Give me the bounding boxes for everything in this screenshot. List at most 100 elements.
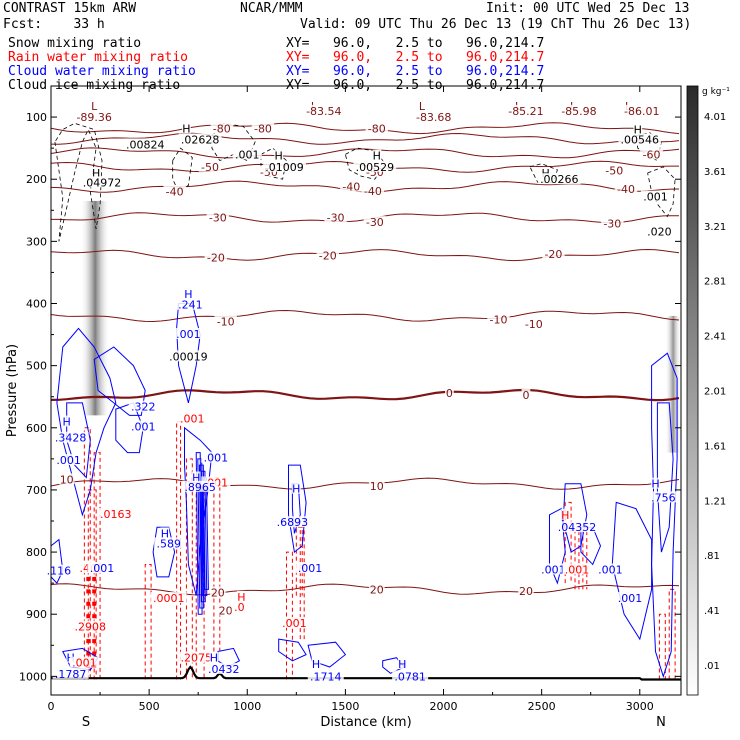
- rain-contour-8: [286, 551, 293, 680]
- extremum-label-25-bg: [537, 173, 581, 185]
- rain-marker-6: [86, 651, 91, 656]
- extremum-label-28-bg: [183, 288, 193, 300]
- extremum-label-44-bg: [154, 537, 184, 549]
- organization-label: NCAR/MMM: [240, 1, 303, 16]
- extremum-label-67-bg: [560, 508, 570, 520]
- extremum-label-16-bg: [274, 149, 284, 161]
- temperature-label-26-bg: [210, 586, 226, 598]
- extremum-label-17-bg: [263, 160, 306, 172]
- temperature-label-0-bg: [210, 122, 233, 134]
- temperature-label-2-bg: [365, 122, 388, 134]
- forecast-hour: Fcst: 33 h: [3, 17, 105, 32]
- temperature-label-12: -30: [209, 212, 227, 225]
- extremum-label-52: .001: [282, 617, 307, 630]
- rain-marker-b-0: [92, 576, 97, 581]
- extremum-label-70: .001: [565, 563, 590, 576]
- rain-marker-b-3: [92, 614, 97, 619]
- rain-marker-5: [86, 639, 91, 644]
- y-tick-label-9: 1000: [19, 670, 47, 683]
- extremum-label-1: -89.36: [76, 111, 111, 124]
- extremum-label-50-bg: [274, 516, 311, 528]
- extremum-label-14: .02628: [181, 133, 220, 146]
- extremum-label-28: H: [184, 288, 192, 301]
- plot-frame: [50, 85, 682, 696]
- extremum-label-35-bg: [128, 400, 158, 412]
- temperature-label-19: -10: [217, 316, 235, 329]
- rain-marker-3: [86, 614, 91, 619]
- temperature-label-0: -80: [213, 122, 231, 135]
- rain-marker-b-5: [92, 639, 97, 644]
- terrain-line: [51, 665, 681, 681]
- extremum-label-53-bg: [44, 564, 74, 576]
- extremum-label-11: -86.01: [624, 105, 659, 118]
- temperature-label-14-bg: [363, 216, 387, 228]
- temperature-label-28: 20: [519, 585, 533, 598]
- extremum-label-5-bg: [412, 111, 456, 123]
- extremum-label-24-bg: [541, 167, 550, 178]
- extremum-label-50: .6893: [277, 516, 309, 529]
- extremum-label-15-bg: [232, 148, 262, 160]
- extremum-label-45-bg: [150, 592, 187, 604]
- rain-contour-14: [658, 613, 666, 680]
- extremum-label-0: L: [91, 100, 98, 113]
- temperature-label-9-bg: [340, 180, 363, 192]
- extremum-label-51-bg: [295, 562, 325, 574]
- extremum-label-33-bg: [52, 431, 89, 443]
- extremum-label-32-bg: [62, 415, 72, 427]
- extremum-label-69: .001: [541, 563, 566, 576]
- extremum-label-41: .8965: [184, 481, 216, 494]
- extremum-label-31-bg: [166, 350, 210, 362]
- extremum-label-73-bg: [651, 477, 660, 489]
- extremum-label-31: .00019: [169, 350, 208, 363]
- extremum-label-37-bg: [177, 412, 207, 424]
- extremum-label-12: .00824: [126, 138, 165, 151]
- rain-marker-2: [86, 601, 91, 606]
- extremum-label-14-bg: [178, 133, 222, 145]
- field-rain-xy: XY= 96.0, 2.5 to 96.0,214.7: [286, 50, 545, 65]
- extremum-label-20: H: [92, 167, 100, 180]
- colorbar: [686, 85, 699, 696]
- extremum-label-46: 20: [219, 604, 233, 617]
- extremum-label-33: .3428: [55, 432, 87, 445]
- extremum-label-7-bg: [504, 104, 548, 116]
- temperature-label-16: -20: [207, 252, 225, 265]
- temperature-contour--70: [50, 132, 680, 145]
- temperature-label-28-bg: [518, 585, 534, 597]
- colorbar-level-2: .81: [704, 551, 720, 562]
- y-tick-label-1: 200: [26, 173, 47, 186]
- extremum-label-42: .0163: [100, 508, 132, 521]
- extremum-label-21-bg: [80, 176, 124, 188]
- colorbar-level-0: .01: [704, 661, 720, 672]
- temperature-label-26: 20: [211, 586, 225, 599]
- temperature-label-25: 10: [370, 480, 384, 493]
- south-label: S: [82, 715, 90, 730]
- temperature-label-22: 0: [446, 387, 453, 400]
- extremum-label-40: H: [192, 472, 200, 485]
- extremum-label-56: .2908: [75, 621, 107, 634]
- init-time: Init: 00 UTC Wed 25 Dec 13: [486, 1, 690, 16]
- extremum-label-60: .2075: [180, 652, 212, 665]
- extremum-label-65-bg: [397, 657, 407, 669]
- extremum-label-63-bg: [311, 657, 321, 669]
- extremum-label-1-bg: [72, 111, 116, 123]
- x-axis-label: Distance (km): [320, 715, 411, 730]
- cloud-water-north-6: [656, 402, 674, 553]
- extremum-label-27: .020: [647, 225, 672, 238]
- cloud-water-core-2: [198, 464, 206, 603]
- temperature-label-8-bg: [163, 185, 186, 197]
- extremum-label-3-bg: [302, 104, 346, 116]
- extremum-label-70-bg: [562, 563, 592, 575]
- extremum-label-62-bg: [205, 662, 242, 674]
- extremum-label-29-bg: [175, 298, 205, 310]
- temperature-label-4-bg: [198, 160, 222, 172]
- y-tick-label-2: 300: [26, 235, 47, 248]
- temperature-label-13: -30: [327, 212, 345, 225]
- temperature-label-7-bg: [603, 164, 626, 176]
- model-title: CONTRAST 15km ARW: [3, 1, 137, 16]
- temperature-contour--20: [50, 248, 680, 262]
- extremum-label-44: .589: [157, 537, 182, 550]
- extremum-label-59-bg: [69, 656, 99, 668]
- extremum-label-55: .001: [90, 562, 115, 575]
- temperature-contour-10: [50, 477, 680, 490]
